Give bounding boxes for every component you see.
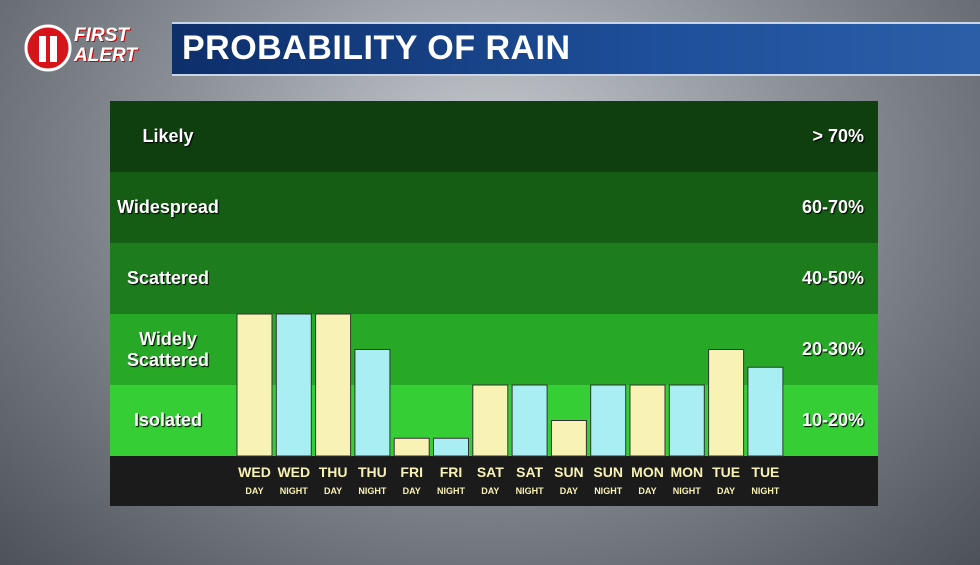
bar [354, 349, 391, 457]
x-tick-sublabel: DAY [717, 486, 736, 496]
x-tick-label: WED [277, 464, 311, 480]
x-tick-sublabel: NIGHT [279, 486, 308, 496]
logo-text: FIRST [74, 25, 129, 46]
x-tick-label: THU [358, 464, 387, 480]
band-range: 20-30% [801, 338, 864, 359]
x-tick-label: THU [318, 464, 348, 480]
bar [472, 384, 509, 457]
x-tick-label: FRI [439, 464, 463, 480]
band-range: 10-20% [801, 409, 864, 430]
x-tick-sublabel: NIGHT [751, 486, 780, 496]
bar [315, 313, 352, 457]
bar [550, 420, 587, 457]
bar [275, 313, 312, 457]
x-tick-sublabel: DAY [402, 486, 421, 496]
x-tick-sublabel: NIGHT [672, 486, 701, 496]
x-tick-label: TUE [712, 464, 741, 480]
x-tick-label: SUN [593, 464, 623, 480]
logo: FIRST ALERT [24, 24, 154, 72]
band-label: Scattered [126, 268, 210, 288]
band [110, 101, 878, 172]
bar [708, 349, 745, 457]
x-tick-label: SAT [516, 464, 544, 480]
chart [110, 101, 878, 506]
x-tick-label: SAT [476, 464, 504, 480]
bar [590, 384, 627, 457]
x-tick-sublabel: DAY [638, 486, 657, 496]
bar [668, 384, 705, 457]
title: PROBABILITY OF RAIN [182, 29, 571, 67]
bar [393, 437, 430, 457]
band-label: Widespread [117, 197, 219, 217]
bar [236, 313, 273, 457]
bar [511, 384, 548, 457]
band-label: Isolated [133, 410, 203, 430]
logo-icon [24, 24, 72, 72]
logo-text: ALERT [74, 45, 137, 66]
band-range: > 70% [812, 125, 864, 146]
bar [433, 437, 469, 457]
x-tick-label: MON [670, 464, 704, 480]
x-tick-sublabel: DAY [245, 486, 264, 496]
band-range: 40-50% [801, 267, 864, 288]
bar [629, 384, 666, 457]
x-tick-label: MON [631, 464, 664, 480]
x-tick-sublabel: NIGHT [358, 486, 387, 496]
x-tick-sublabel: NIGHT [515, 486, 544, 496]
title-bar [172, 22, 980, 76]
x-tick-sublabel: DAY [481, 486, 500, 496]
bar [747, 366, 784, 457]
x-tick-label: SUN [554, 464, 584, 480]
band-label: Widely Scattered [126, 328, 210, 370]
x-tick-sublabel: DAY [324, 486, 343, 496]
band [110, 172, 878, 243]
chart-panel: Likely > 70% Widespread 60-70% Scattered 40-5… [110, 101, 878, 506]
x-tick-label: TUE [751, 464, 780, 480]
x-tick-sublabel: NIGHT [437, 486, 465, 496]
axis-strip [110, 456, 878, 506]
x-tick-sublabel: DAY [559, 486, 578, 496]
x-tick-label: FRI [400, 464, 423, 480]
band [110, 243, 878, 314]
band-range: 60-70% [801, 196, 864, 217]
band-label: Likely [142, 126, 194, 146]
x-tick-label: WED [238, 464, 271, 480]
x-tick-sublabel: NIGHT [594, 486, 623, 496]
